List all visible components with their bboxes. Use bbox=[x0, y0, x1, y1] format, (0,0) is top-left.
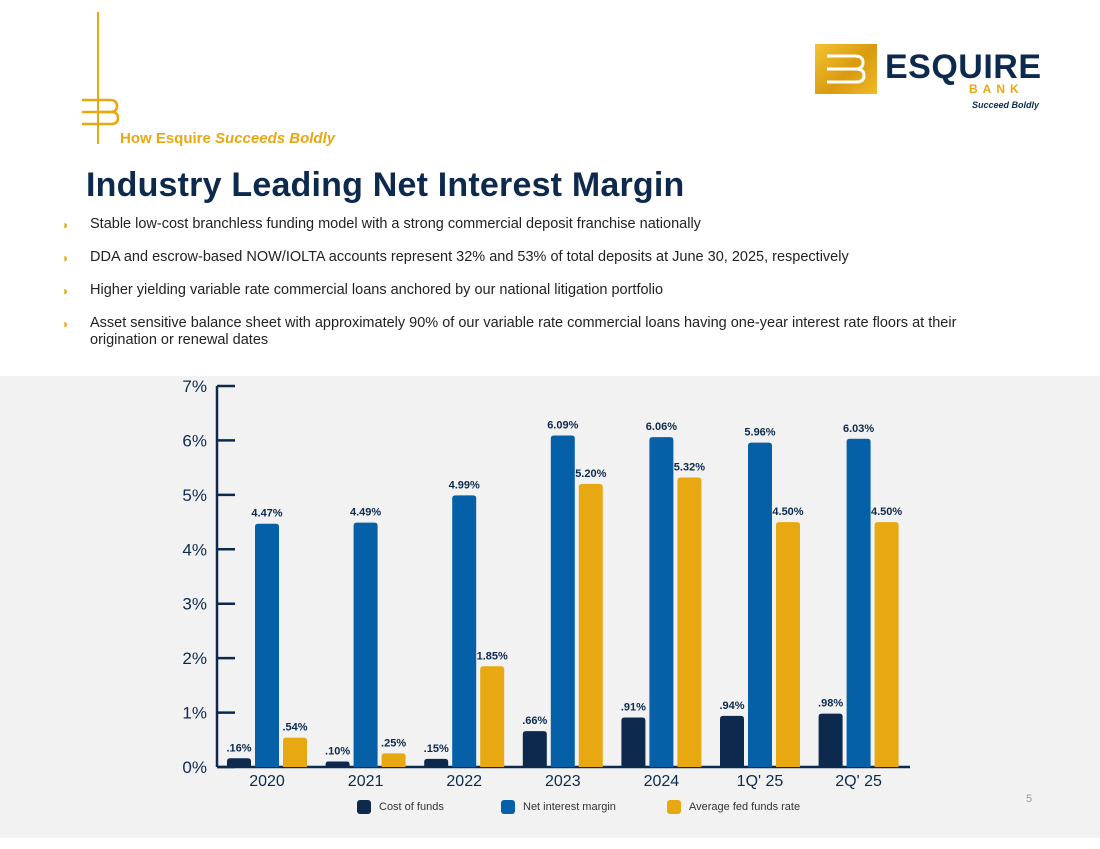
data-label: 6.06% bbox=[646, 421, 677, 433]
bar bbox=[480, 666, 505, 767]
bar bbox=[452, 495, 477, 767]
bar bbox=[776, 522, 800, 767]
bar-chart: 0% 1% 2% 3% 4% 5% 6% 7% .16% 4.47% .54% 2020 .10% 4.4… bbox=[182, 377, 910, 790]
chart-legend: Cost of funds Net interest margin Averag… bbox=[0, 800, 1100, 820]
x-tick-label: 2024 bbox=[644, 773, 680, 790]
bar bbox=[846, 438, 871, 767]
bullet-marker-icon: ◗ bbox=[62, 218, 70, 232]
legend-item-cost-of-funds: Cost of funds bbox=[357, 800, 444, 814]
y-tick-label: 5% bbox=[182, 486, 207, 505]
x-tick-label: 1Q' 25 bbox=[737, 773, 784, 790]
bar bbox=[353, 522, 378, 767]
data-label: .16% bbox=[226, 742, 251, 754]
logo-emblem bbox=[815, 44, 877, 94]
bar bbox=[578, 483, 603, 767]
bullet-list: ◗ Stable low-cost branchless funding mode… bbox=[62, 216, 992, 365]
bar bbox=[874, 522, 899, 767]
x-tick-label: 2022 bbox=[446, 773, 482, 790]
y-tick-label: 7% bbox=[182, 377, 207, 396]
data-label: 5.96% bbox=[744, 427, 775, 439]
bar bbox=[649, 437, 674, 767]
y-tick-label: 0% bbox=[182, 758, 207, 777]
x-tick-label: 2Q' 25 bbox=[835, 773, 882, 790]
legend-swatch bbox=[667, 800, 681, 814]
data-label: 4.50% bbox=[772, 506, 803, 518]
data-label: 4.99% bbox=[449, 479, 480, 491]
bullet-item: ◗ Asset sensitive balance sheet with appr… bbox=[62, 315, 957, 348]
bullet-item: ◗ DDA and escrow-based NOW/IOLTA accounts… bbox=[62, 249, 849, 265]
bar bbox=[748, 442, 772, 767]
legend-swatch bbox=[357, 800, 371, 814]
data-label: .94% bbox=[719, 700, 744, 712]
section-label: How Esquire Succeeds Boldly bbox=[120, 130, 336, 147]
bar bbox=[325, 761, 350, 767]
x-tick-label: 2020 bbox=[249, 773, 285, 790]
y-tick-label: 1% bbox=[182, 704, 207, 723]
data-label: 4.50% bbox=[871, 506, 902, 518]
bar bbox=[522, 731, 547, 767]
bar bbox=[227, 758, 251, 767]
logo-name: ESQUIRE bbox=[885, 48, 1042, 86]
bullet-marker-icon: ◗ bbox=[62, 317, 70, 331]
data-label: .15% bbox=[424, 743, 449, 755]
eb-monogram-icon bbox=[82, 98, 120, 126]
bar bbox=[381, 753, 406, 767]
data-label: 6.09% bbox=[547, 420, 578, 432]
bar bbox=[255, 523, 279, 767]
data-label: 1.85% bbox=[477, 650, 508, 662]
data-label: 5.20% bbox=[575, 468, 606, 480]
data-label: .54% bbox=[282, 722, 307, 734]
bar bbox=[818, 713, 843, 767]
data-label: .66% bbox=[522, 715, 547, 727]
data-label: 6.03% bbox=[843, 423, 874, 435]
bar bbox=[424, 758, 449, 767]
chart-panel: 0% 1% 2% 3% 4% 5% 6% 7% .16% 4.47% .54% 2020 .10% 4.4… bbox=[0, 376, 1100, 838]
header-accent-line bbox=[97, 12, 99, 144]
x-tick-label: 2021 bbox=[348, 773, 384, 790]
page-title: Industry Leading Net Interest Margin bbox=[86, 166, 685, 204]
bullet-item: ◗ Stable low-cost branchless funding mode… bbox=[62, 216, 701, 232]
data-label: 5.32% bbox=[674, 461, 705, 473]
bar bbox=[720, 715, 744, 767]
y-tick-label: 2% bbox=[182, 649, 207, 668]
data-label: 4.47% bbox=[251, 508, 282, 520]
data-label: .98% bbox=[818, 698, 843, 710]
data-label: .25% bbox=[381, 737, 406, 749]
bar bbox=[677, 477, 702, 767]
legend-swatch bbox=[501, 800, 515, 814]
bullet-marker-icon: ◗ bbox=[62, 284, 70, 298]
y-tick-label: 4% bbox=[182, 540, 207, 559]
logo-bank: BANK bbox=[969, 82, 1024, 96]
y-tick-label: 6% bbox=[182, 431, 207, 450]
logo-eb-icon bbox=[827, 54, 866, 84]
legend-item-average-fed-funds-rate: Average fed funds rate bbox=[667, 800, 800, 814]
esquire-logo: ESQUIRE BANK Succeed Boldly bbox=[815, 44, 1041, 110]
legend-item-net-interest-margin: Net interest margin bbox=[501, 800, 616, 814]
bullet-marker-icon: ◗ bbox=[62, 251, 70, 265]
page-number: 5 bbox=[1026, 793, 1033, 805]
data-label: 4.49% bbox=[350, 507, 381, 519]
bar bbox=[283, 737, 307, 767]
bullet-item: ◗ Higher yielding variable rate commercia… bbox=[62, 282, 664, 298]
logo-tagline: Succeed Boldly bbox=[972, 100, 1040, 110]
x-tick-label: 2023 bbox=[545, 773, 581, 790]
data-label: .91% bbox=[621, 701, 646, 713]
data-label: .10% bbox=[325, 746, 350, 758]
bar bbox=[550, 435, 575, 767]
bar bbox=[621, 717, 646, 767]
y-tick-label: 3% bbox=[182, 595, 207, 614]
